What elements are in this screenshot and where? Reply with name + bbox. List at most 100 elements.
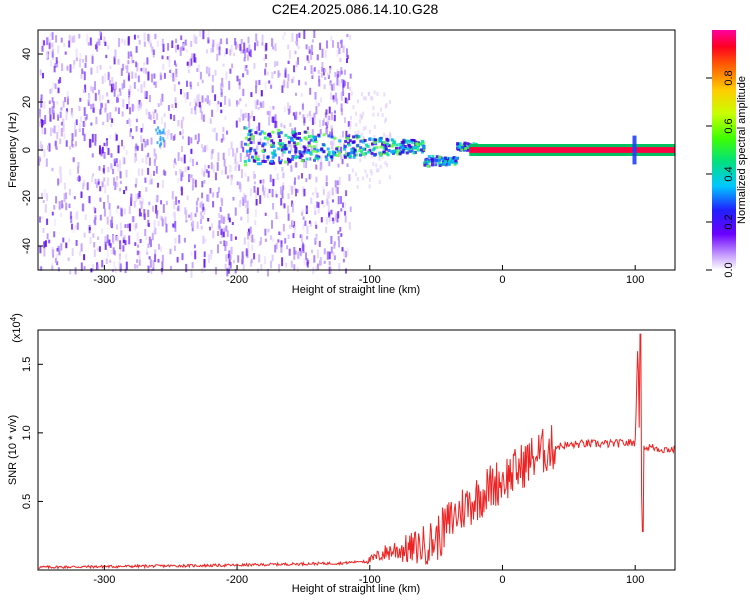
spectrogram-cell (249, 49, 252, 58)
spectrogram-cell (69, 211, 72, 219)
spectrogram-cell (354, 131, 357, 136)
spectrogram-cell (113, 158, 116, 163)
spectrogram-cell (287, 160, 291, 164)
spectrogram-cell (107, 45, 110, 50)
spectrogram-cell (345, 268, 347, 274)
spectrogram-cell (147, 71, 150, 81)
spectrogram-cell (341, 247, 344, 252)
spectrogram-cell (51, 106, 54, 114)
spectrogram-cell (41, 215, 44, 219)
spectrogram-cell (328, 215, 331, 223)
spectrogram-cell (107, 147, 110, 155)
spectrogram-cell (340, 154, 343, 160)
spectrogram-cell (360, 92, 363, 97)
spectrogram-cell (65, 242, 68, 249)
spectrogram-cell (325, 122, 328, 126)
spectrogram-cell (194, 106, 196, 111)
spectrogram-cell (227, 254, 230, 259)
spectrogram-cell (159, 142, 162, 146)
spectrogram-cell (98, 165, 101, 171)
spectrogram-cell (315, 106, 318, 115)
spectrogram-cell (206, 49, 208, 54)
spectrogram-cell (313, 30, 316, 38)
spectrogram-cell (282, 35, 285, 41)
spectrogram-cell (274, 43, 277, 52)
spectrogram-cell (112, 269, 114, 273)
spectrogram-cell (183, 92, 186, 98)
spectrogram-cell (384, 143, 388, 147)
spectrogram-cell (255, 199, 258, 206)
spectrogram-cell (76, 176, 79, 181)
spectrogram-cell (287, 158, 290, 161)
spectrogram-cell (94, 141, 97, 146)
spectrogram-cell (313, 67, 316, 72)
spectrogram-cell (154, 33, 157, 40)
spectrogram-cell (94, 217, 97, 226)
spectrogram-cell (338, 79, 341, 87)
spectrogram-cell (272, 46, 275, 50)
spectrogram-cell (40, 98, 43, 108)
spectrogram-cell (271, 220, 273, 229)
spectrogram-cell (295, 162, 298, 168)
spectrogram-cell (124, 268, 127, 274)
spectrogram-cell (270, 235, 272, 240)
spectrogram-cell (200, 143, 203, 148)
spectrogram-cell (300, 159, 304, 163)
spectrogram-cell (98, 246, 101, 252)
spectrogram-cell (104, 103, 107, 111)
spectrogram-cell (176, 256, 179, 263)
spectrogram-cell (57, 115, 60, 121)
spectrogram-cell (318, 240, 321, 247)
spectrogram-cell (96, 66, 99, 73)
spectrogram-cell (239, 183, 242, 193)
spectrogram-cell (246, 69, 249, 75)
spectrogram-cell (263, 160, 267, 163)
spectrogram-cell (47, 145, 50, 151)
spectrogram-cell (302, 114, 305, 119)
spectrogram-cell (163, 131, 166, 136)
spectrogram-cell (271, 254, 274, 262)
spectrogram-cell (148, 256, 151, 260)
spectrogram-cell (220, 109, 223, 114)
spectrogram-cell (423, 163, 427, 167)
spectrogram-cell (171, 104, 174, 108)
spectrogram-cell (216, 191, 219, 198)
spectrogram-cell (135, 223, 138, 229)
spectrogram-cell (48, 239, 51, 244)
spectrogram-cell (161, 261, 164, 270)
spectrogram-cell (154, 81, 157, 88)
spectrogram-cell (154, 109, 157, 113)
spectrogram-cell (104, 41, 107, 46)
spectrogram-cell (321, 48, 324, 58)
spectrogram-cell (333, 153, 337, 157)
spectrogram-cell (398, 142, 402, 146)
spectrogram-cell (372, 138, 376, 142)
spectrogram-cell (78, 175, 81, 182)
spectrogram-cell (348, 139, 352, 143)
spectrogram-cell (283, 32, 286, 36)
spectrogram-cell (286, 245, 289, 250)
spectrogram-cell (192, 158, 194, 167)
spectrogram-cell (122, 156, 125, 166)
spectrogram-cell (95, 44, 97, 50)
spectrogram-cell (447, 159, 451, 163)
spectrogram-cell (345, 130, 348, 139)
spectrogram-cell (200, 225, 203, 230)
spectrogram-cell (184, 98, 187, 103)
spectrogram-cell (154, 227, 157, 235)
spectrogram-cell (107, 71, 110, 81)
spectrogram-cell (143, 81, 146, 88)
spectrogram-cell (127, 51, 130, 59)
spectrogram-cell (332, 40, 334, 48)
spectrogram-cell (274, 120, 277, 129)
spectrogram-cell (254, 220, 257, 225)
spectrogram-cell (39, 141, 42, 149)
spectrogram-cell (248, 44, 251, 52)
spectrogram-cell (331, 112, 333, 121)
spectrogram-cell (323, 248, 326, 255)
spectrogram-cell (62, 118, 65, 125)
spectrogram-cell (250, 260, 253, 267)
spectrogram-cell (146, 57, 149, 65)
spectrogram-cell (168, 59, 171, 68)
